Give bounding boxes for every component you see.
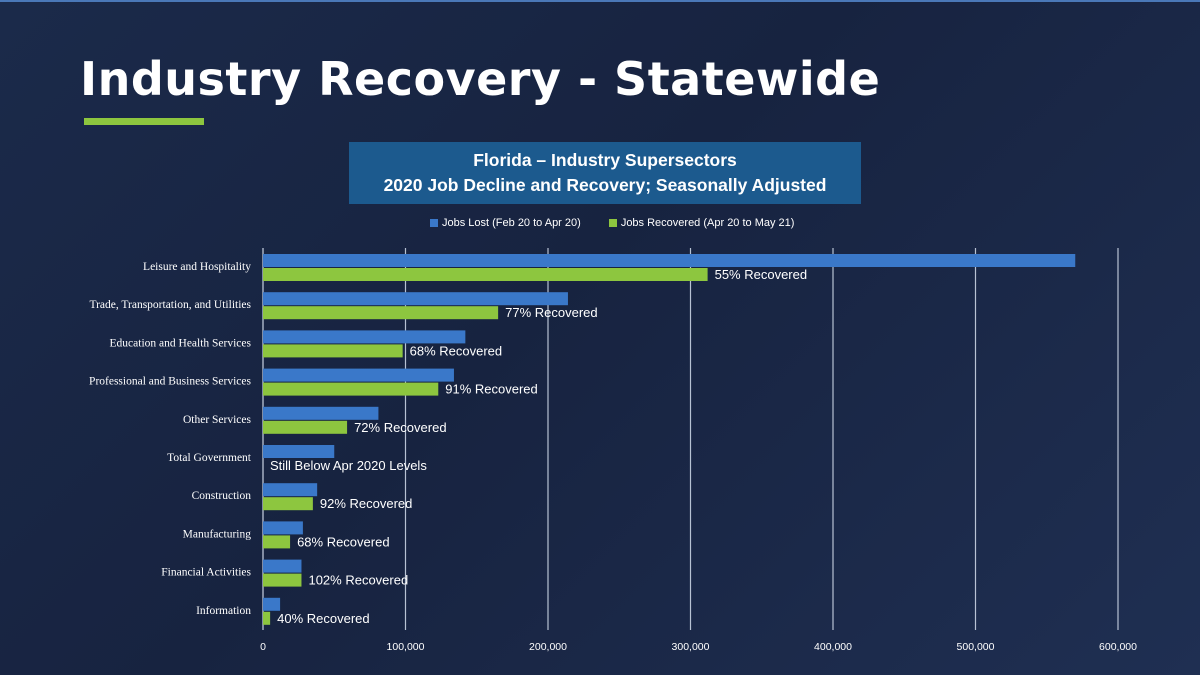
bar-jobs-lost — [263, 330, 466, 344]
bar-jobs-recovered — [263, 344, 403, 358]
chart-title-line-1: Florida – Industry Supersectors — [473, 150, 737, 170]
bar-jobs-lost — [263, 406, 379, 420]
bar-jobs-lost — [263, 521, 303, 535]
x-tick-label: 100,000 — [387, 641, 425, 653]
x-tick-label: 600,000 — [1099, 641, 1137, 653]
category-label: Total Government — [167, 452, 252, 464]
x-tick-label: 500,000 — [957, 641, 995, 653]
legend-swatch-jobs-recovered — [608, 219, 617, 227]
legend-label-jobs-recovered: Jobs Recovered (Apr 20 to May 21) — [620, 217, 795, 229]
data-label: 40% Recovered — [277, 611, 370, 626]
legend-swatch-jobs-lost — [430, 219, 438, 227]
data-label: 91% Recovered — [445, 382, 538, 397]
bar-jobs-lost — [263, 292, 568, 306]
legend-item-jobs-lost: Jobs Lost (Feb 20 to Apr 20) — [430, 217, 581, 229]
bar-jobs-lost — [263, 597, 281, 611]
bar-jobs-lost — [263, 445, 335, 458]
title-underline — [84, 118, 204, 125]
legend-label-jobs-lost: Jobs Lost (Feb 20 to Apr 20) — [442, 217, 581, 229]
category-label: Manufacturing — [183, 528, 252, 540]
data-label: 55% Recovered — [715, 267, 808, 282]
data-label: Still Below Apr 2020 Levels — [270, 458, 427, 473]
data-label: 102% Recovered — [308, 573, 408, 588]
category-label: Other Services — [183, 414, 252, 426]
data-label: 68% Recovered — [410, 343, 503, 358]
legend-item-jobs-recovered: Jobs Recovered (Apr 20 to May 21) — [608, 217, 795, 229]
category-label: Leisure and Hospitality — [143, 261, 251, 273]
bar-jobs-lost — [263, 368, 454, 382]
category-label: Construction — [192, 490, 252, 502]
x-tick-label: 200,000 — [529, 641, 567, 653]
category-label: Financial Activities — [161, 567, 251, 579]
category-label: Information — [196, 605, 251, 617]
bar-jobs-recovered — [263, 420, 348, 434]
top-accent-line — [0, 0, 1200, 2]
bar-jobs-recovered — [263, 268, 708, 281]
category-label: Professional and Business Services — [89, 376, 251, 388]
chart-title-box: Florida – Industry Supersectors 2020 Job… — [349, 142, 861, 204]
x-tick-label: 0 — [260, 641, 266, 653]
chart-legend: Jobs Lost (Feb 20 to Apr 20) Jobs Recove… — [430, 215, 794, 231]
chart-title-line-2: 2020 Job Decline and Recovery; Seasonall… — [383, 175, 827, 195]
bar-jobs-recovered — [263, 573, 302, 587]
x-tick-label: 400,000 — [814, 641, 852, 653]
x-tick-label: 300,000 — [672, 641, 710, 653]
bar-jobs-lost — [263, 254, 1076, 267]
bar-jobs-recovered — [263, 382, 439, 396]
bar-jobs-lost — [263, 559, 302, 573]
bar-jobs-recovered — [263, 306, 499, 320]
category-label: Trade, Transportation, and Utilities — [89, 299, 251, 311]
bar-jobs-recovered — [263, 611, 271, 625]
data-label: 92% Recovered — [320, 496, 413, 511]
data-label: 68% Recovered — [297, 534, 390, 549]
data-label: 72% Recovered — [354, 420, 447, 435]
data-label: 77% Recovered — [505, 305, 598, 320]
bar-jobs-recovered — [263, 535, 291, 549]
category-label: Education and Health Services — [110, 337, 252, 349]
page-title: Industry Recovery - Statewide — [80, 52, 881, 106]
bar-jobs-recovered — [263, 497, 313, 511]
bar-jobs-lost — [263, 483, 318, 497]
